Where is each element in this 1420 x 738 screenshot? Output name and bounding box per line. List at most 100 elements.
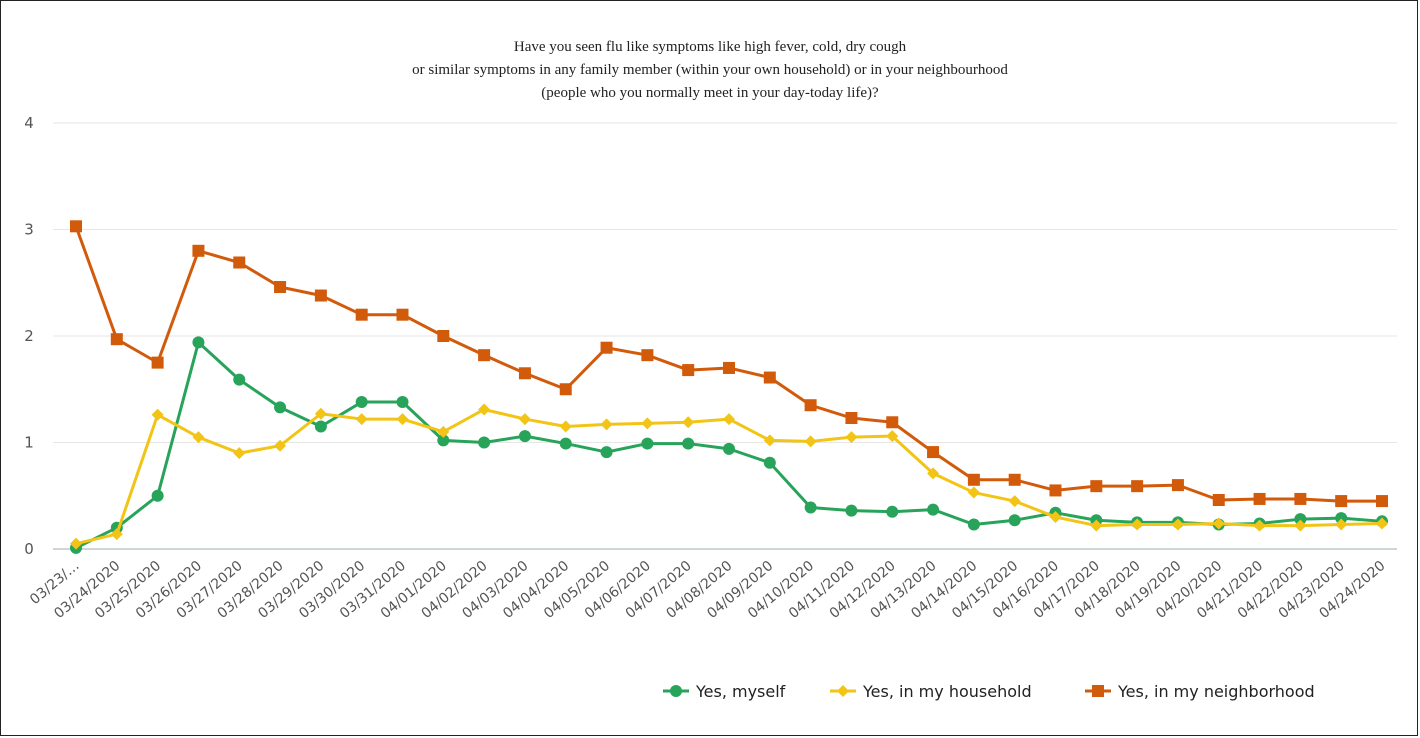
data-point	[845, 412, 858, 425]
y-tick-label: 1	[24, 434, 34, 452]
y-tick-label: 0	[24, 540, 34, 558]
data-point	[927, 467, 940, 480]
grid-lines	[53, 122, 1397, 550]
data-point	[723, 413, 735, 426]
data-point	[763, 371, 776, 384]
data-point	[804, 399, 817, 412]
data-point	[967, 518, 980, 531]
data-point	[927, 446, 940, 459]
data-point	[1008, 495, 1021, 508]
data-point	[518, 367, 531, 380]
data-point	[1335, 495, 1348, 508]
data-point	[1212, 517, 1225, 530]
data-point	[723, 442, 735, 455]
data-point	[763, 434, 776, 447]
series-line	[75, 407, 1383, 546]
data-point	[314, 289, 327, 302]
data-point	[1212, 494, 1225, 507]
data-point	[600, 446, 613, 459]
data-point	[927, 503, 940, 516]
series-1	[70, 403, 1388, 550]
data-point	[559, 383, 572, 396]
data-point	[110, 333, 123, 346]
data-point	[1008, 514, 1021, 527]
data-point	[886, 430, 899, 443]
data-point	[437, 425, 450, 438]
data-point	[682, 416, 695, 429]
data-point	[274, 439, 287, 452]
data-point	[314, 420, 327, 433]
data-point	[274, 281, 287, 294]
data-point	[518, 413, 531, 426]
data-point	[682, 437, 695, 450]
data-point	[763, 456, 776, 469]
chart-title-line: or similar symptoms in any family member…	[412, 62, 1008, 78]
data-point	[1090, 480, 1103, 493]
data-point	[1171, 518, 1184, 531]
data-point	[233, 373, 246, 386]
data-point	[396, 413, 409, 426]
data-point	[151, 356, 164, 369]
data-point	[804, 501, 817, 514]
data-point	[559, 437, 572, 450]
data-point	[151, 408, 164, 421]
data-point	[641, 417, 654, 430]
y-axis-ticks: 0 1 2 3 4	[24, 114, 34, 558]
data-point	[355, 308, 368, 321]
legend-marker	[1092, 685, 1104, 697]
data-point	[396, 308, 409, 321]
data-point	[478, 349, 491, 362]
data-point	[804, 435, 817, 448]
data-point	[886, 505, 899, 518]
data-point	[518, 430, 531, 443]
data-point	[478, 436, 491, 449]
legend-item: Yes, in my household	[830, 682, 1032, 701]
legend-label: Yes, in my household	[862, 682, 1032, 701]
legend-label: Yes, myself	[695, 682, 786, 701]
data-point	[355, 413, 368, 426]
data-point	[723, 361, 735, 374]
legend-marker	[670, 685, 682, 697]
data-point	[1335, 518, 1348, 531]
legend-item: Yes, myself	[663, 682, 786, 701]
data-point	[682, 364, 695, 377]
data-point	[437, 434, 450, 447]
data-point	[1253, 519, 1266, 532]
data-point	[967, 473, 980, 486]
data-point	[70, 537, 82, 550]
data-point	[437, 330, 450, 342]
data-point	[1171, 479, 1184, 492]
data-point	[1049, 484, 1062, 497]
y-tick-label: 4	[24, 114, 34, 132]
data-point	[641, 437, 654, 450]
data-point	[845, 504, 858, 517]
data-point	[641, 349, 654, 362]
legend: Yes, myself Yes, in my household Yes, in m…	[663, 682, 1315, 701]
data-point	[600, 418, 613, 431]
data-point	[192, 244, 205, 257]
data-point	[886, 416, 899, 429]
data-point	[110, 528, 123, 541]
data-point	[1294, 513, 1307, 526]
data-point	[233, 447, 246, 460]
data-point	[1131, 480, 1144, 493]
data-point	[600, 341, 613, 354]
data-point	[396, 396, 409, 409]
data-point	[1008, 473, 1021, 486]
data-point	[1090, 519, 1103, 532]
chart-title-line: (people who you normally meet in your da…	[541, 85, 879, 101]
data-point	[559, 420, 572, 433]
data-point	[314, 407, 327, 420]
legend-item: Yes, in my neighborhood	[1085, 682, 1315, 701]
series-2	[70, 220, 1388, 508]
data-point	[1376, 517, 1388, 530]
data-point	[192, 336, 205, 349]
data-point	[967, 486, 980, 499]
data-point	[1253, 492, 1266, 505]
data-point	[355, 396, 368, 409]
x-axis-ticks: 03/23/…03/24/202003/25/202003/26/202003/…	[27, 558, 1389, 622]
data-point	[478, 403, 491, 416]
data-point	[845, 431, 858, 444]
